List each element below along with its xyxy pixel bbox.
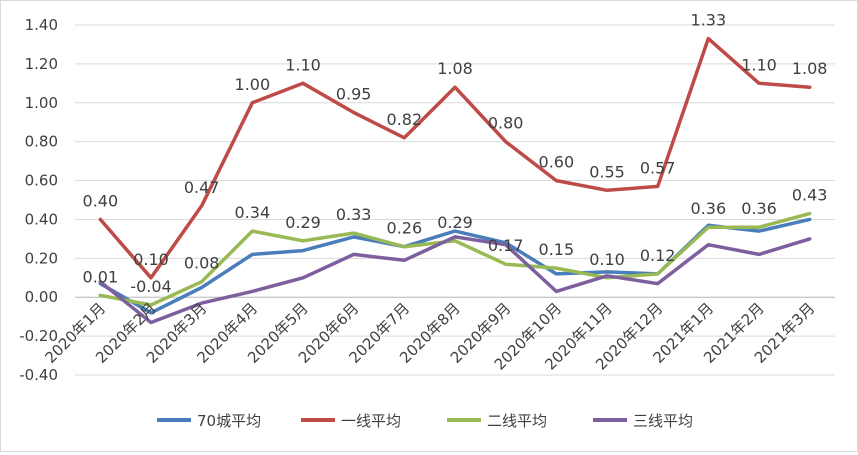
data-label: 0.57 [640,158,676,177]
data-label: 0.26 [387,219,423,238]
data-label: 0.36 [691,199,727,218]
data-label: 0.82 [387,110,423,129]
y-tick-label: 1.20 [25,55,58,73]
legend-item: 70城平均 [157,412,261,430]
y-tick-label: 0.80 [25,133,58,151]
y-tick-label: 0.60 [25,172,58,190]
data-label: 1.00 [235,75,271,94]
y-tick-label: 0.40 [25,210,58,228]
legend-label: 70城平均 [197,412,261,430]
series-line-2 [98,211,812,307]
data-label: 0.43 [792,186,828,205]
data-label: 0.12 [640,246,676,265]
legend-item: 三线平均 [593,412,693,430]
series-line-3 [98,235,812,325]
y-tick-label: -0.20 [19,327,58,345]
data-label: 0.29 [437,213,473,232]
data-label: 0.55 [589,162,625,181]
data-label: 1.08 [437,59,473,78]
data-label: 0.10 [589,250,625,269]
data-label: 0.08 [184,254,220,273]
gridlines [75,24,835,376]
data-label: 0.33 [336,205,372,224]
data-label: 1.33 [691,11,727,30]
data-label: 0.34 [235,203,271,222]
data-label: -0.04 [130,277,171,296]
data-label: 1.10 [285,55,321,74]
data-label: 1.08 [792,59,828,78]
series-lines [98,36,812,325]
y-tick-label: 0.20 [25,249,58,267]
data-labels: 0.40 0.10 0.47 1.00 1.10 0.95 0.82 1.08 0.80 0.60… [83,11,828,296]
y-tick-label: 1.00 [25,94,58,112]
y-tick-label: 1.40 [25,16,58,34]
data-label: 1.10 [741,55,777,74]
data-label: 0.29 [285,213,321,232]
data-label: 0.40 [83,191,119,210]
data-label: 0.01 [83,267,119,286]
data-label: 0.15 [539,240,575,259]
data-label: 0.60 [539,153,575,172]
y-tick-label: -0.40 [19,366,58,384]
data-label: 0.36 [741,199,777,218]
y-axis-ticks: 1.40 1.20 1.00 0.80 0.60 0.40 0.20 0.00 -0.20 -0.… [19,16,58,384]
data-label: 0.80 [488,114,524,133]
data-label: 0.17 [488,236,524,255]
series-line-1 [98,36,812,280]
data-label: 0.10 [133,250,169,269]
legend-item: 一线平均 [301,412,401,430]
data-label: 0.47 [184,178,220,197]
legend-label: 二线平均 [487,412,547,430]
data-label: 0.95 [336,85,372,104]
y-tick-label: 0.00 [25,288,58,306]
legend: 70城平均 一线平均 二线平均 三线平均 [157,412,693,430]
legend-label: 一线平均 [341,412,401,430]
legend-label: 三线平均 [633,412,693,430]
legend-item: 二线平均 [447,412,547,430]
